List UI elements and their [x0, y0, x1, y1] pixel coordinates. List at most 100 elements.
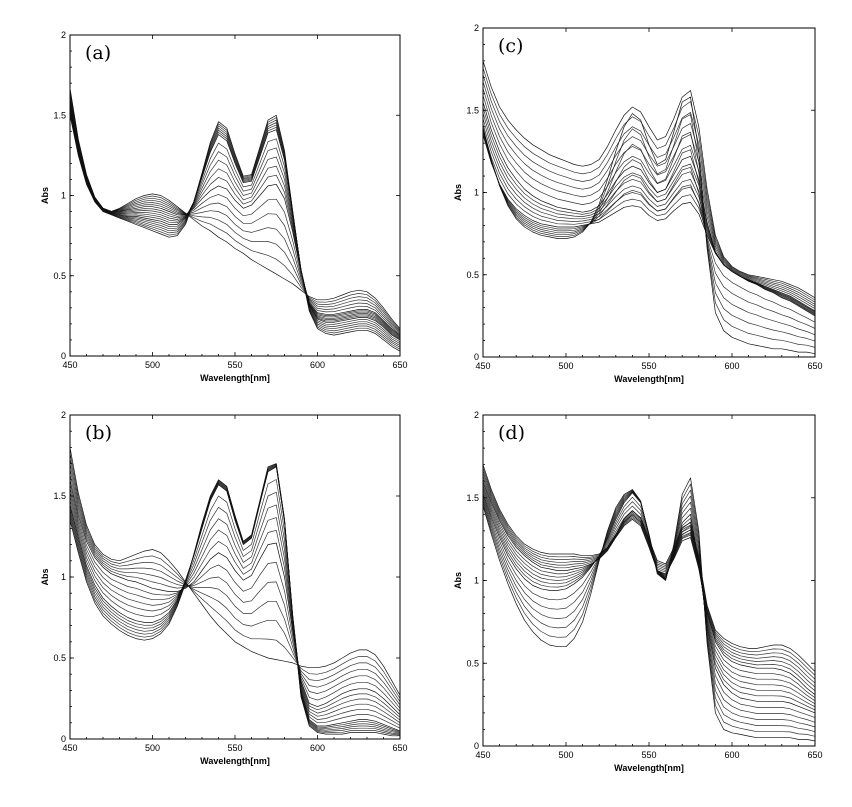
spectrum-line-intermediate — [482, 107, 816, 313]
x-tick-label: 600 — [310, 360, 325, 370]
spectrum-line-intermediate — [69, 487, 401, 721]
y-tick-label: 0 — [61, 351, 66, 361]
x-tick-label: 550 — [227, 360, 242, 370]
x-axis-title: Wavelength[nm] — [200, 756, 270, 766]
spectrum-line — [69, 99, 401, 336]
y-tick-label: 0.5 — [53, 653, 66, 663]
x-tick-label: 500 — [558, 361, 573, 371]
spectrum-line-intermediate — [69, 105, 401, 340]
spectrum-line-intermediate — [69, 95, 401, 334]
x-tick-label: 650 — [392, 360, 407, 370]
spectrum-line-intermediate — [482, 129, 816, 342]
spectrum-line-intermediate — [69, 465, 401, 733]
panel-label: (d) — [498, 422, 525, 444]
spectrum-line-intermediate — [482, 112, 816, 313]
spectrum-line-intermediate — [482, 489, 816, 708]
y-tick-label: 1.5 — [466, 493, 479, 503]
spectrum-line-intermediate — [482, 467, 816, 676]
panel-label: (a) — [85, 42, 111, 64]
y-tick-label: 0 — [474, 741, 479, 751]
spectrum-line-intermediate — [69, 89, 401, 331]
chart-panel-3: 450 500 550 600 650 0 0.5 1 1.5 2 Wavelength[nm] Ab… — [453, 23, 823, 384]
spectrum-line — [69, 463, 400, 737]
y-tick-label: 1 — [474, 188, 479, 198]
y-tick-label: 1 — [61, 572, 66, 582]
y-tick-label: 1.5 — [53, 110, 66, 120]
spectrum-line-intermediate — [69, 93, 401, 333]
chart-panel-2: 450 500 550 600 650 0 0.5 1 1.5 2 Wavelength[nm] Ab… — [40, 410, 408, 766]
spectrum-line — [69, 87, 401, 329]
spectrum-line-intermediate — [69, 97, 401, 335]
y-tick-label: 0 — [474, 352, 479, 362]
y-tick-label: 1 — [474, 576, 479, 586]
spectrum-line-intermediate — [69, 100, 401, 337]
y-tick-label: 2 — [474, 23, 479, 33]
spectrum-line — [482, 492, 816, 714]
x-tick-label: 600 — [724, 361, 739, 371]
spectrum-line — [69, 114, 401, 352]
spectrum-line — [69, 447, 401, 696]
spectrum-line-intermediate — [482, 483, 816, 698]
panel-label: (c) — [498, 35, 523, 57]
spectrum-line-intermediate — [69, 91, 401, 332]
y-tick-label: 0.5 — [53, 271, 66, 281]
spectrum-line — [482, 477, 816, 742]
spectrum-line-intermediate — [482, 133, 816, 323]
x-tick-label: 550 — [641, 750, 656, 760]
spectrum-line — [69, 479, 401, 715]
y-tick-label: 2 — [61, 30, 66, 40]
spectrum-line-intermediate — [69, 104, 401, 339]
y-tick-label: 1.5 — [466, 105, 479, 115]
spectrum-line — [69, 466, 401, 732]
spectrum-line-intermediate — [69, 464, 401, 735]
spectrum-line-intermediate — [482, 95, 816, 310]
spectrum-line-intermediate — [69, 103, 401, 338]
spectrum-line-intermediate — [69, 111, 401, 346]
spectrum-line-intermediate — [482, 489, 816, 733]
spectrum-line-intermediate — [482, 491, 816, 718]
spectrum-line-intermediate — [69, 479, 401, 729]
x-tick-label: 650 — [392, 743, 407, 753]
spectrum-line-intermediate — [482, 130, 816, 336]
spectrum-line-intermediate — [69, 109, 401, 345]
panel-label: (b) — [85, 422, 112, 444]
spectrum-line-intermediate — [69, 464, 401, 734]
spectrum-line — [482, 134, 816, 317]
spectrum-line-intermediate — [482, 478, 816, 692]
y-axis-title: Abs — [40, 187, 50, 204]
x-axis-title: Wavelength[nm] — [614, 763, 684, 773]
spectrum-line — [482, 481, 816, 695]
spectrum-line-intermediate — [482, 118, 816, 314]
plot-frame — [482, 414, 816, 747]
spectrum-line — [69, 107, 401, 341]
spectrum-line — [482, 96, 816, 355]
spectrum-line-intermediate — [482, 483, 816, 737]
y-tick-label: 1.5 — [53, 491, 66, 501]
y-axis-title: Abs — [453, 184, 463, 201]
spectrum-line-intermediate — [482, 132, 816, 329]
spectrum-line-intermediate — [69, 112, 401, 348]
spectrum-line-intermediate — [69, 108, 401, 343]
spectrum-line-intermediate — [69, 452, 401, 699]
spectrum-line-intermediate — [69, 483, 401, 718]
spectrum-line-intermediate — [482, 67, 816, 301]
spectrum-line-intermediate — [69, 465, 401, 733]
x-tick-label: 600 — [724, 750, 739, 760]
spectrum-line-intermediate — [69, 101, 401, 337]
x-tick-label: 550 — [227, 743, 242, 753]
y-tick-label: 2 — [474, 410, 479, 420]
x-tick-label: 600 — [310, 743, 325, 753]
spectrum-line-intermediate — [69, 474, 401, 712]
y-tick-label: 2 — [61, 410, 66, 420]
x-axis-title: Wavelength[nm] — [200, 373, 270, 383]
spectrum-line-intermediate — [69, 113, 401, 350]
spectrum-line-intermediate — [482, 490, 816, 728]
spectrum-line-intermediate — [482, 114, 816, 348]
chart-panel-1: 450 500 550 600 650 0 0.5 1 1.5 2 Wavelength[nm] Ab… — [40, 30, 408, 383]
spectrum-line — [482, 60, 816, 299]
spectrum-line-intermediate — [482, 491, 816, 723]
x-tick-label: 450 — [62, 743, 77, 753]
spectrum-line-intermediate — [482, 487, 816, 705]
y-axis-title: Abs — [453, 572, 463, 589]
